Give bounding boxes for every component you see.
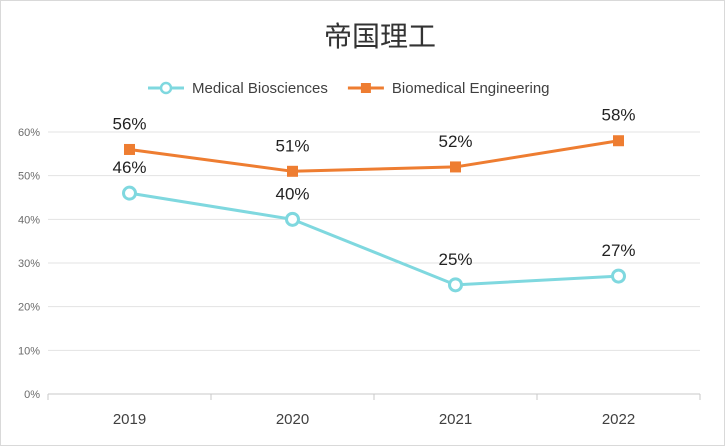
data-label: 46% — [112, 158, 146, 177]
x-tick-label: 2021 — [439, 411, 472, 428]
series-line — [129, 191, 619, 287]
data-point — [611, 268, 626, 284]
y-tick-label: 0% — [24, 389, 40, 401]
legend-item-1: Medical Biosciences — [148, 80, 328, 97]
series-2: 56% 51% 52% 58% — [112, 106, 636, 177]
data-point — [124, 143, 135, 155]
data-point — [287, 165, 298, 177]
legend-marker — [159, 81, 173, 95]
y-tick-label: 10% — [18, 345, 40, 357]
x-tick-label: 2020 — [276, 411, 309, 428]
x-tick-label: 2019 — [113, 411, 146, 428]
data-label: 51% — [275, 136, 309, 155]
grid — [48, 131, 700, 351]
series-1: 46% 40% 25% 27% — [112, 158, 636, 293]
x-tick-label: 2022 — [602, 411, 635, 428]
data-label: 58% — [601, 106, 635, 125]
legend-label: Biomedical Engineering — [392, 80, 550, 97]
data-label: 27% — [601, 241, 635, 260]
y-tick-label: 30% — [18, 258, 40, 270]
data-point — [285, 211, 300, 227]
data-point — [122, 185, 137, 201]
legend-label: Medical Biosciences — [192, 80, 328, 97]
data-label: 40% — [275, 184, 309, 203]
data-point — [450, 161, 461, 173]
legend-marker — [360, 83, 371, 93]
data-label: 25% — [438, 250, 472, 269]
data-point — [613, 135, 624, 147]
chart-title: 帝国理工 — [324, 20, 436, 53]
series-line — [129, 139, 619, 173]
legend: Medical Biosciences Biomedical Engineerin… — [148, 80, 550, 97]
y-tick-label: 60% — [18, 127, 40, 139]
data-label: 52% — [438, 132, 472, 151]
series: 46% 40% 25% 27% 56% 51% 52% 58% — [112, 106, 636, 293]
y-tick-label: 40% — [18, 214, 40, 226]
data-point — [448, 277, 463, 293]
y-tick-label: 50% — [18, 171, 40, 183]
legend-item-2: Biomedical Engineering — [347, 80, 550, 97]
data-label: 56% — [112, 114, 146, 133]
axes: 0% 10% 20% 30% 40% 50% 60% 2019 2020 2021 2022 — [18, 127, 701, 428]
y-tick-label: 20% — [18, 302, 40, 314]
